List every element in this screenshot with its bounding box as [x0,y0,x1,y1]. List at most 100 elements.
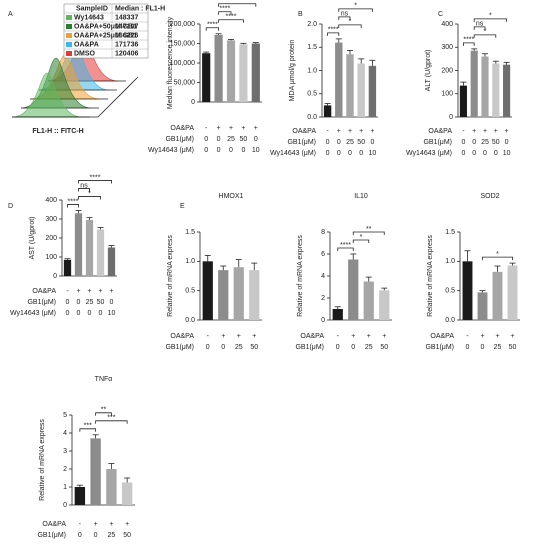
row-value: - [66,288,69,295]
bar [106,469,117,505]
y-tick-label: 100 [45,254,57,261]
row-value: + [337,128,341,135]
row-value: 0 [326,150,330,157]
table-header: Median : FL1-H [115,5,165,12]
row-value: + [98,288,102,295]
bar [96,229,105,276]
significance-bracket [327,32,340,36]
y-tick-label: 1.5 [445,229,455,236]
row-value: 0 [88,310,92,317]
y-tick-label: 2 [63,466,67,473]
bar [323,105,332,117]
row-value: 0 [370,139,374,146]
significance-label: * [496,251,499,258]
y-tick-label: 1 [63,484,67,491]
row-value: 0 [326,139,330,146]
significance-bracket [218,11,232,15]
bar [249,270,260,320]
chart-title: TNFα [95,376,113,383]
y-tick-label: 0.5 [307,91,317,98]
row-value: 0 [337,139,341,146]
row-value: - [79,521,82,528]
y-tick-label: 100 [441,91,453,98]
significance-bracket [463,42,475,46]
significance-bracket [337,247,354,251]
y-axis-label: Relative of mRNA express [427,235,434,317]
row-label: GB1(μM) [287,139,316,146]
table-cell: 171736 [115,41,138,48]
bar [379,290,390,320]
significance-bracket [218,19,244,23]
row-value: 0 [66,310,70,317]
row-value: 0 [505,139,509,146]
row-value: + [348,128,352,135]
table-cell: 147107 [115,23,138,30]
significance-label: **** [226,14,237,21]
row-value: 0 [221,344,225,351]
row-value: 0 [77,299,81,306]
y-tick-label: 0 [63,502,67,509]
table-cell: OA&PA+25μM GB1 [74,32,137,39]
table-cell: DMSO [74,50,96,57]
row-label: Wy14643 (μM) [406,150,452,157]
row-value: 0 [217,136,221,143]
row-value: 0 [217,147,221,154]
row-label: GB1(μM) [165,344,194,351]
panel-letter: C [438,11,443,18]
significance-bracket [352,231,385,235]
y-tick-label: 1.5 [185,229,195,236]
row-value: 0 [472,150,476,157]
row-value: 10 [503,150,511,157]
significance-label: ns [341,11,349,18]
bar [368,65,377,117]
row-value: + [351,333,355,340]
significance-label: *** [107,415,115,422]
legend-swatch [66,15,72,20]
y-tick-label: 200 [45,235,57,242]
y-tick-label: 100,000 [170,60,195,67]
significance-bracket [67,204,79,208]
row-value: - [337,333,340,340]
row-value: + [254,125,258,132]
table-cell: Wy14643 [74,14,104,21]
significance-bracket [482,256,513,261]
significance-label: * [354,3,357,10]
row-value: + [480,333,484,340]
row-value: + [472,128,476,135]
row-value: 0 [229,147,233,154]
row-label: OA&PA [430,333,454,340]
significance-bracket [338,16,351,20]
table-cell: 166226 [115,32,138,39]
significance-label: **** [207,22,218,29]
row-value: 25 [494,344,502,351]
row-value: 50 [357,139,365,146]
row-value: - [207,333,210,340]
y-tick-label: 1.0 [307,67,317,74]
significance-bracket [218,3,257,7]
row-value: 0 [206,344,210,351]
row-label: GB1(μM) [295,344,324,351]
legend-swatch [66,24,72,29]
y-axis-label: Relative of mRNA express [167,235,174,317]
row-value: - [466,333,469,340]
bar [214,34,223,102]
table-cell: OA&PA+50μM GB1 [74,23,137,30]
significance-label: * [88,190,91,197]
row-value: 0 [66,299,70,306]
panel-letter: A [8,11,13,18]
row-value: 0 [466,344,470,351]
chart-title: SOD2 [480,193,499,200]
row-value: 50 [240,136,248,143]
y-tick-label: 0.0 [185,317,195,324]
row-value: 50 [250,344,258,351]
bar [492,63,500,117]
bar [74,213,83,276]
row-value: 25 [86,299,94,306]
bar [470,50,478,117]
y-tick-label: 1.0 [185,258,195,265]
row-label: OA&PA [428,128,452,135]
y-tick-label: 400 [441,21,453,28]
y-axis-label: Relative of mRNA express [297,235,304,317]
row-value: + [252,333,256,340]
